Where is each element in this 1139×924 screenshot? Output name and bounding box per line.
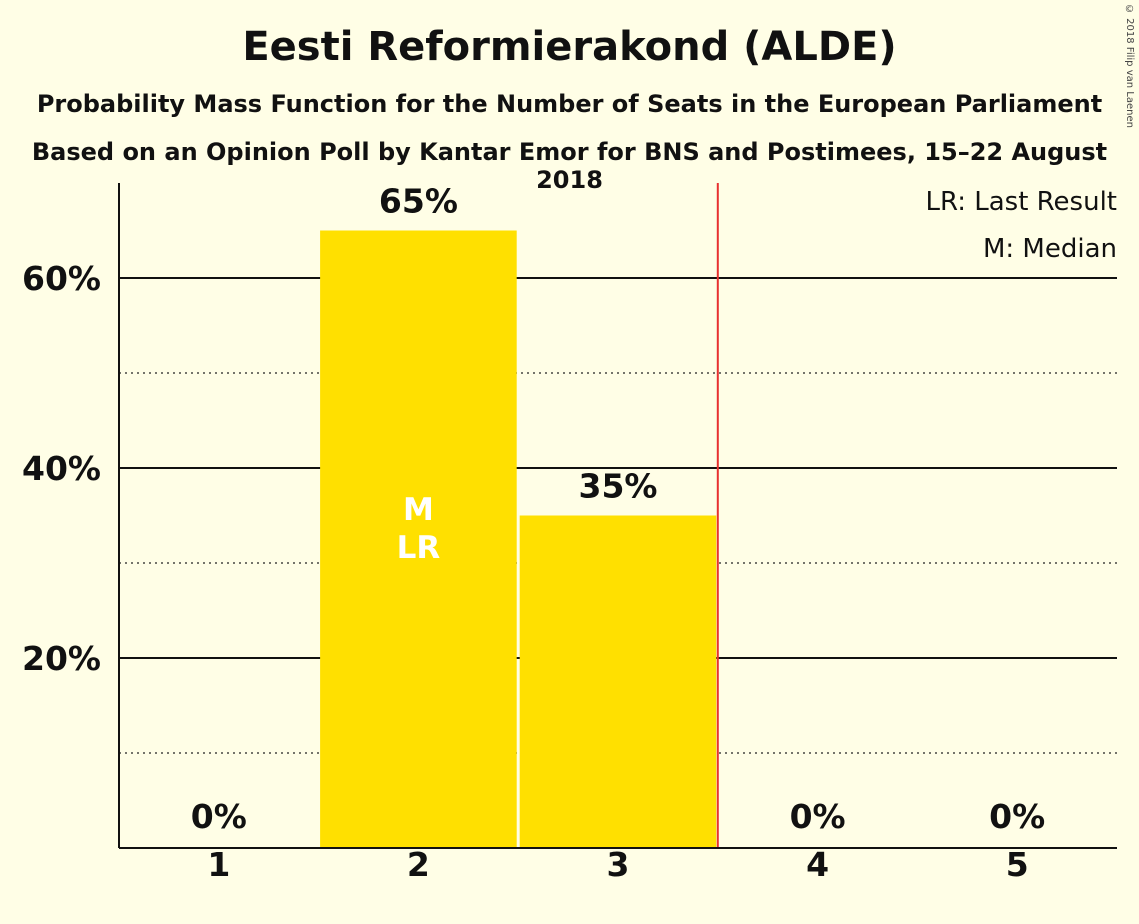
bar — [519, 515, 717, 848]
data-label: 0% — [191, 797, 247, 836]
chart-subtitle: Probability Mass Function for the Number… — [36, 90, 1103, 118]
legend-median: M: Median — [983, 234, 1117, 264]
x-tick-label: 1 — [207, 845, 230, 884]
bar-marker: LR — [397, 530, 441, 566]
x-tick-label: 5 — [1006, 845, 1029, 884]
bar — [320, 230, 517, 848]
y-tick-label: 40% — [22, 449, 101, 488]
x-tick-label: 4 — [806, 845, 829, 884]
chart-source: Based on an Opinion Poll by Kantar Emor … — [31, 138, 1108, 194]
x-tick-label: 2 — [407, 845, 430, 884]
data-label: 0% — [790, 797, 846, 836]
y-tick-label: 20% — [22, 639, 101, 678]
copyright-notice: © 2018 Filip van Laenen — [1124, 4, 1135, 128]
y-tick-label: 60% — [22, 259, 101, 298]
data-label: 65% — [379, 182, 458, 221]
data-label: 35% — [579, 467, 658, 506]
x-tick-label: 3 — [607, 845, 630, 884]
chart-title: Eesti Reformierakond (ALDE) — [242, 24, 897, 70]
bar-marker: M — [403, 492, 434, 528]
legend-last-result: LR: Last Result — [925, 187, 1117, 217]
data-label: 0% — [989, 797, 1045, 836]
